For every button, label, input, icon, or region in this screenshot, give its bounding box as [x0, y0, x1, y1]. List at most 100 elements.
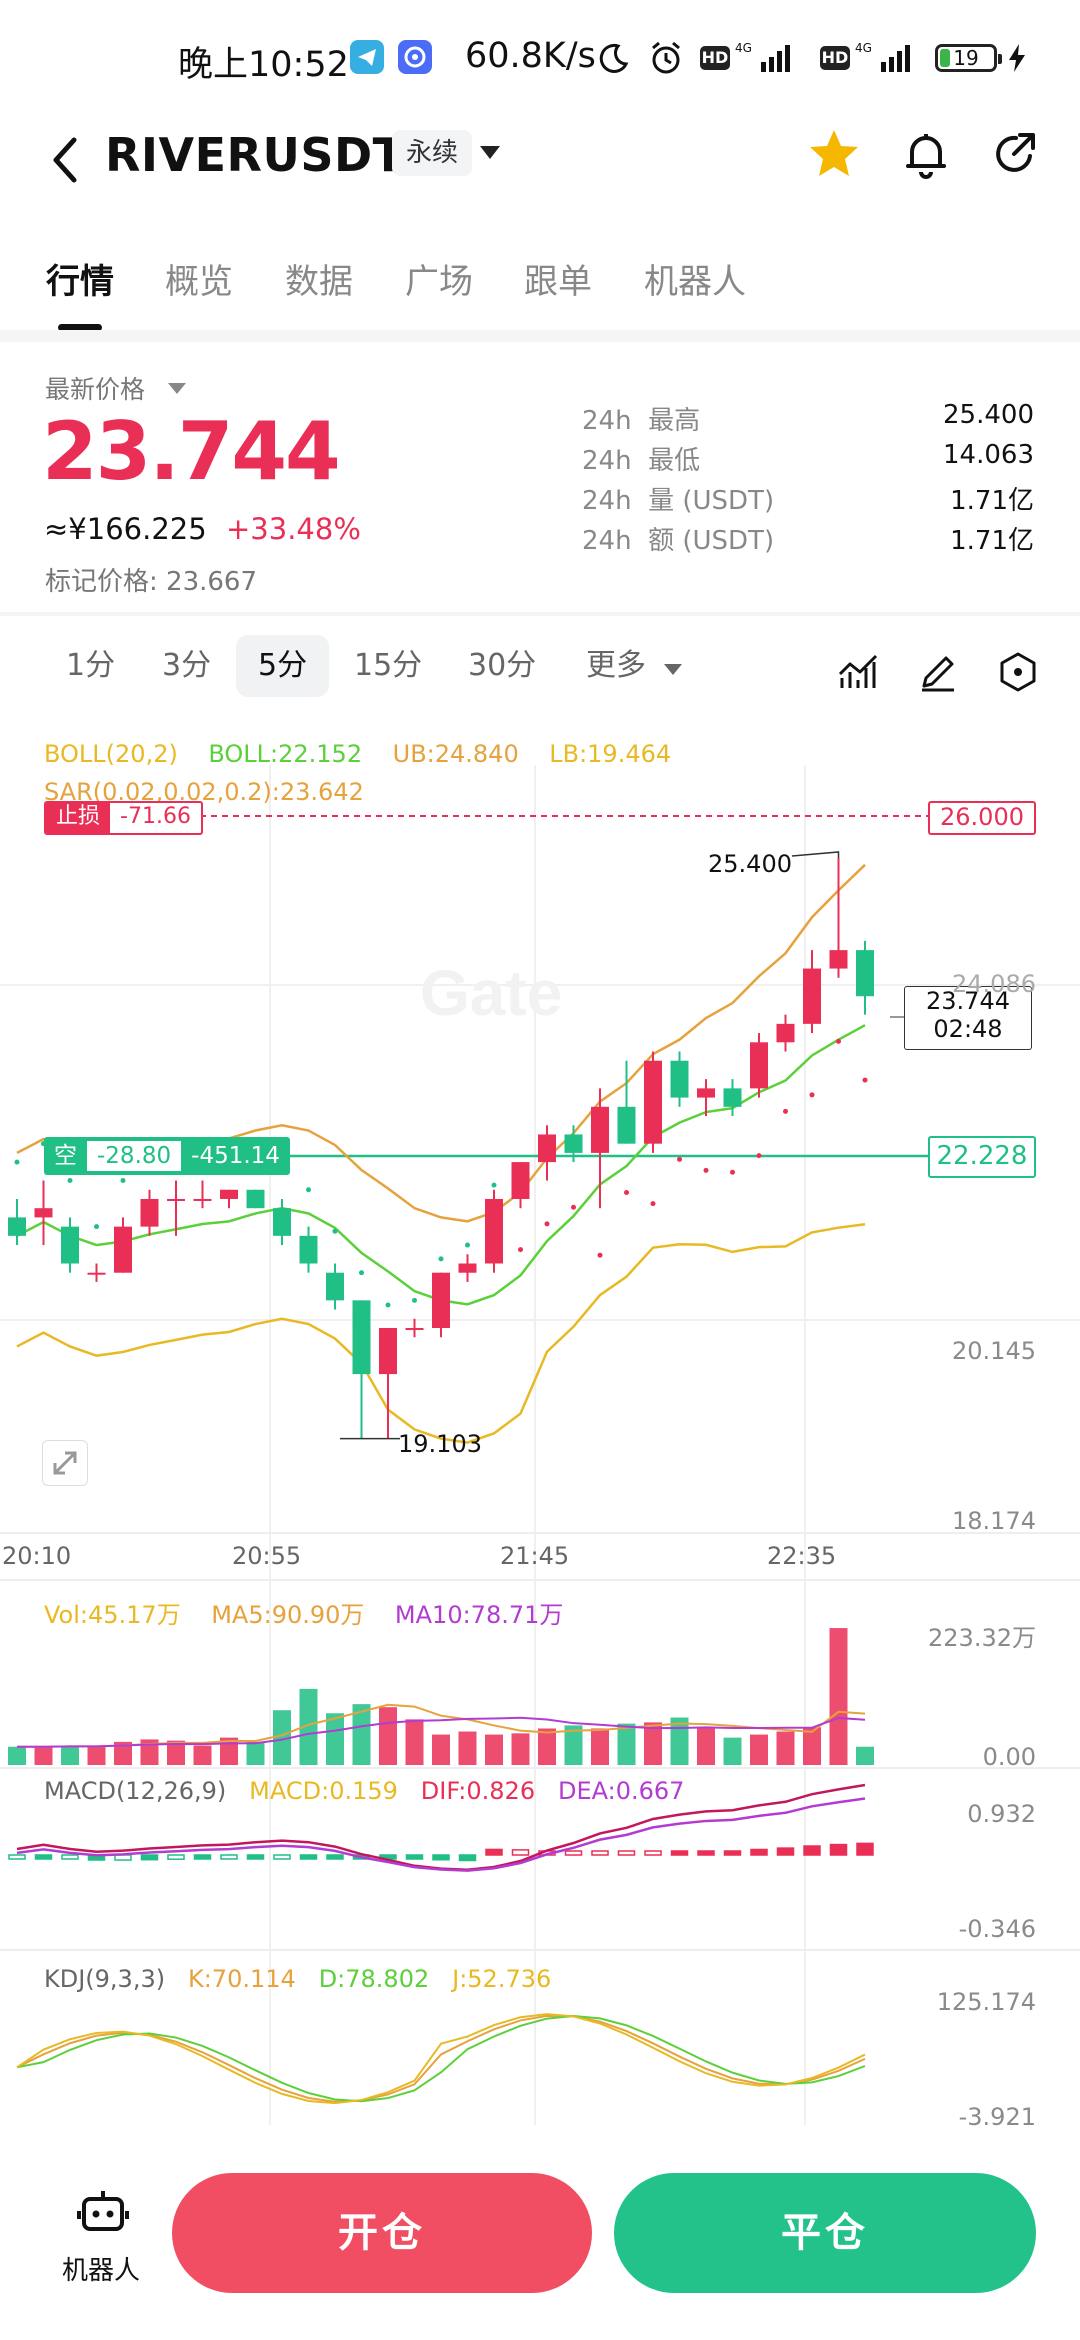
- macd-histogram-bar: [273, 1854, 291, 1860]
- favorite-star-icon[interactable]: [806, 126, 862, 182]
- hd-badge: HD: [700, 46, 730, 70]
- chart-canvas[interactable]: Gate: [0, 725, 1080, 2125]
- indicator-icon[interactable]: [836, 650, 880, 694]
- bell-icon[interactable]: [898, 126, 954, 182]
- tab-overview[interactable]: 概览: [165, 262, 233, 302]
- candle-body: [776, 1023, 795, 1043]
- short-position-tag[interactable]: 空 -28.80 -451.14: [44, 1137, 290, 1175]
- robot-label[interactable]: 机器人: [62, 2256, 141, 2286]
- stat-low: 14.063: [943, 440, 1034, 470]
- expand-icon[interactable]: [42, 1440, 88, 1486]
- tab-square[interactable]: 广场: [405, 262, 473, 302]
- macd-histogram-bar: [803, 1845, 821, 1856]
- interval-1m[interactable]: 1分: [66, 648, 116, 683]
- close-position-button[interactable]: 平仓: [614, 2173, 1036, 2293]
- robot-icon[interactable]: [76, 2185, 130, 2239]
- draw-pen-icon[interactable]: [916, 650, 960, 694]
- candle-body: [670, 1060, 689, 1098]
- kdj-axis-min: -3.921: [958, 2103, 1036, 2131]
- stat-turnover: 1.71亿: [950, 526, 1034, 556]
- macd-axis-min: -0.346: [958, 1915, 1036, 1943]
- interval-30m[interactable]: 30分: [468, 648, 537, 683]
- browser-icon: [398, 40, 432, 74]
- main-tabs: 行情 概览 数据 广场 跟单 机器人: [0, 240, 1080, 331]
- sar-dot: [650, 1201, 656, 1207]
- volume-bar: [670, 1717, 689, 1765]
- share-icon[interactable]: [986, 126, 1042, 182]
- macd-histogram-bar: [326, 1854, 344, 1860]
- kline-chart[interactable]: Gate BOLL(20,2) BOLL:22.152 UB:24.840 LB…: [0, 725, 1080, 2131]
- sar-dot: [94, 1224, 99, 1230]
- sar-dot: [809, 1092, 815, 1098]
- candle-body: [617, 1106, 636, 1144]
- x-axis-label: 20:55: [232, 1542, 302, 1570]
- volume-bar: [750, 1734, 768, 1765]
- sar-dot: [862, 1077, 868, 1083]
- battery-icon: 19: [935, 44, 1002, 72]
- stop-loss-tag[interactable]: 止损 -71.66: [44, 801, 203, 835]
- open-position-button[interactable]: 开仓: [172, 2173, 592, 2293]
- volume-bar: [8, 1746, 26, 1765]
- status-bar: 晚上10:52 60.8K/s HD 4G HD 4G 19: [0, 0, 1080, 110]
- tab-data[interactable]: 数据: [285, 262, 353, 302]
- boll-legend: BOLL(20,2) BOLL:22.152 UB:24.840 LB:19.4…: [44, 740, 672, 768]
- volume-bar: [34, 1746, 53, 1765]
- caret-down-icon[interactable]: [664, 664, 682, 675]
- interval-5m[interactable]: 5分: [236, 635, 330, 697]
- macd-histogram-bar: [723, 1850, 742, 1856]
- volume-bar: [405, 1719, 424, 1765]
- candle-body: [273, 1208, 291, 1236]
- volume-bar: [140, 1739, 159, 1765]
- macd-histogram-bar: [511, 1849, 530, 1856]
- candle-body: [432, 1272, 450, 1329]
- candle-body: [167, 1198, 185, 1201]
- candle-body: [856, 950, 874, 997]
- interval-more[interactable]: 更多: [586, 648, 646, 683]
- volume-bar: [352, 1704, 371, 1765]
- macd-histogram-bar: [485, 1848, 503, 1856]
- sar-dot: [544, 1221, 550, 1227]
- x-axis-label: 22:35: [767, 1542, 837, 1570]
- svg-text:4G: 4G: [855, 41, 872, 55]
- candle-body: [564, 1134, 583, 1153]
- back-arrow-icon[interactable]: [46, 130, 86, 190]
- x-axis-label: 20:10: [2, 1542, 72, 1570]
- stat-volume: 1.71亿: [950, 486, 1034, 516]
- latest-price-label[interactable]: 最新价格: [45, 375, 146, 404]
- volume-bar: [538, 1728, 556, 1765]
- sar-dot: [385, 1302, 391, 1308]
- macd-dea-line: [16, 1797, 866, 1872]
- settings-hex-icon[interactable]: [996, 650, 1040, 694]
- position-pnl-total: -451.14: [191, 1143, 280, 1169]
- bottom-bar: 机器人 开仓 平仓: [0, 2135, 1080, 2340]
- pair-title[interactable]: RIVERUSDT: [105, 128, 405, 182]
- interval-15m[interactable]: 15分: [354, 648, 423, 683]
- candle-body: [511, 1162, 530, 1199]
- charging-icon: [1009, 44, 1025, 72]
- caret-down-icon[interactable]: [168, 383, 186, 394]
- macd-histogram-bar: [34, 1854, 53, 1860]
- chevron-down-icon[interactable]: [480, 146, 500, 159]
- candle-body: [34, 1208, 53, 1218]
- watermark: Gate: [420, 957, 562, 1029]
- position-price: 22.228: [928, 1136, 1036, 1178]
- macd-histogram-bar: [697, 1850, 715, 1856]
- active-tab-indicator: [58, 324, 102, 331]
- stop-loss-price: 26.000: [928, 801, 1036, 835]
- x-axis-label: 21:45: [500, 1542, 570, 1570]
- volume-bar: [193, 1745, 212, 1765]
- interval-3m[interactable]: 3分: [162, 648, 212, 683]
- stat-high: 25.400: [943, 400, 1034, 430]
- signal-icon: 4G: [735, 41, 790, 72]
- kdj-axis-max: 125.174: [936, 1988, 1036, 2016]
- tab-bots[interactable]: 机器人: [644, 262, 746, 302]
- contract-type-badge[interactable]: 永续: [392, 130, 473, 176]
- macd-histogram-bar: [167, 1854, 185, 1860]
- volume-bar: [697, 1728, 715, 1765]
- macd-histogram-bar: [670, 1850, 689, 1856]
- macd-histogram-bar: [617, 1850, 636, 1856]
- candle-body: [193, 1198, 212, 1201]
- battery-level: 19: [953, 46, 979, 70]
- tab-copy-trading[interactable]: 跟单: [524, 262, 592, 302]
- tab-market[interactable]: 行情: [46, 262, 114, 302]
